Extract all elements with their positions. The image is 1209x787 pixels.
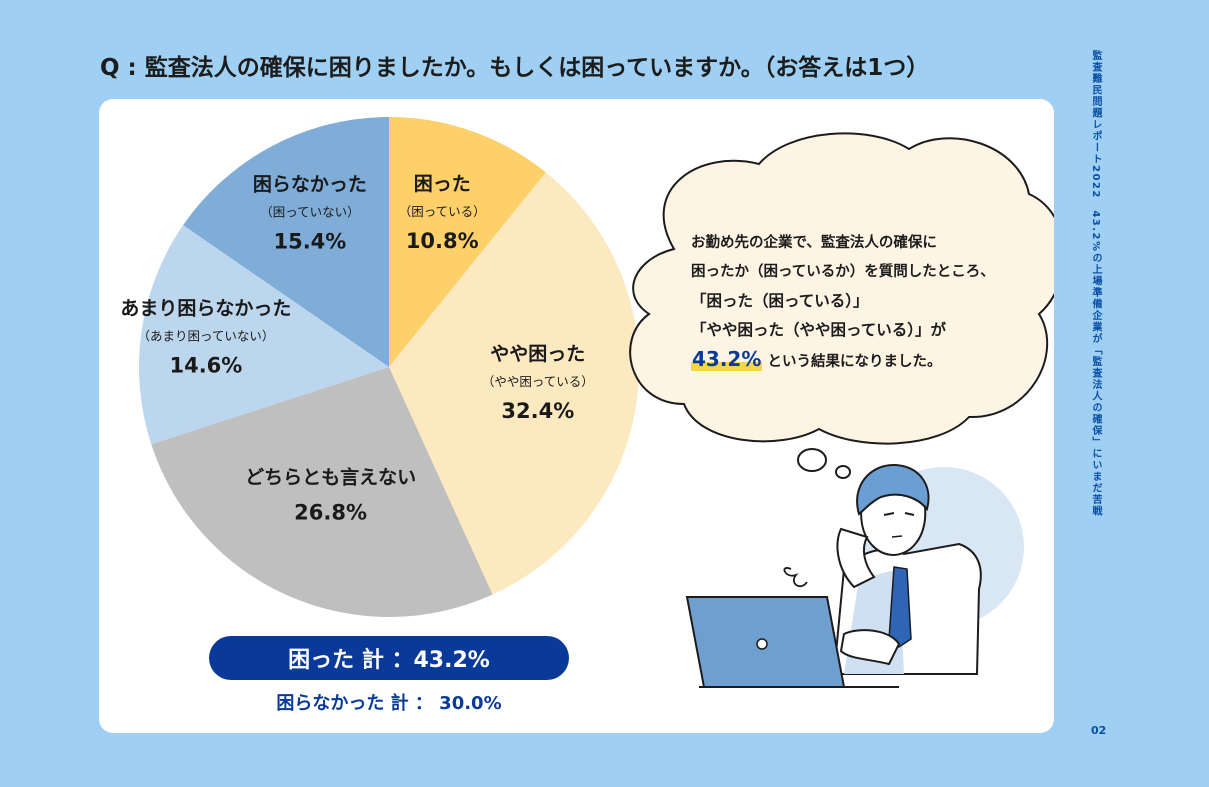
bubble-text: お勤め先の企業で、監査法人の確保に 困ったか（困っているか）を質問したところ、 …: [691, 229, 1051, 377]
thought-dot-large: [797, 448, 827, 472]
slice-sub-not-very-troubled: （あまり困っていない）: [137, 328, 274, 343]
slice-name-not-troubled: 困らなかった: [253, 174, 367, 196]
bubble-line-4: 「やや困った（やや困っている）」が: [691, 321, 946, 339]
slice-sub-somewhat-troubled: （やや困っている）: [482, 374, 594, 389]
bubble-highlight-percent: 43.2%: [691, 347, 763, 371]
bubble-line-5: 43.2% という結果になりました。: [691, 345, 1051, 377]
bubble-line-3: 「困った（困っている）」: [691, 292, 869, 310]
total-not-troubled-text: 困らなかった 計 ： 30.0%: [276, 693, 502, 714]
chart-card: 困った （困っている） 10.8% やや困った （やや困っている） 32.4% どちらとも言…: [99, 99, 1054, 733]
thought-dot-small: [835, 465, 851, 479]
pie-slice-somewhat-troubled: [389, 172, 639, 595]
slice-name-neutral: どちらとも言えない: [245, 466, 416, 489]
slice-percent-not-very-troubled: 14.6%: [169, 353, 242, 377]
slice-percent-neutral: 26.8%: [294, 501, 367, 525]
pie-slice-not-very-troubled: [139, 225, 389, 445]
pie-chart: 困った （困っている） 10.8% やや困った （やや困っている） 32.4% どちらとも言…: [120, 117, 639, 617]
slice-percent-somewhat-troubled: 32.4%: [501, 399, 574, 423]
bubble-line-2: 困ったか（困っているか）を質問したところ、: [691, 264, 995, 280]
total-troubled-badge: 困った 計 ：43.2%: [209, 636, 569, 680]
report-side-title: 監査難民問題レポート2022 43.2%の上場準備企業が「監査法人の確保」にいま…: [1090, 50, 1101, 518]
slice-percent-not-troubled: 15.4%: [273, 230, 346, 254]
slice-name-somewhat-troubled: やや困った: [490, 343, 585, 365]
bubble-line-5-rest: という結果になりました。: [767, 354, 942, 370]
pie-slice-neutral: [151, 367, 493, 617]
illustration: [629, 132, 1054, 688]
slice-sub-not-troubled: （困っていない）: [260, 205, 359, 220]
pie-slice-troubled: [389, 117, 546, 367]
slice-name-not-very-troubled: あまり困らなかった: [120, 297, 291, 319]
question-title: Q : 監査法人の確保に困りましたか。もしくは困っていますか。（お答えは1つ）: [100, 55, 930, 81]
bubble-line-1: お勤め先の企業で、監査法人の確保に: [691, 235, 937, 251]
slice-sub-troubled: （困っている）: [399, 204, 486, 219]
slice-percent-troubled: 10.8%: [406, 229, 479, 253]
page-number: 02: [1091, 724, 1107, 737]
slice-name-troubled: 困った: [414, 173, 471, 195]
worried-man-illustration: [685, 463, 1024, 688]
pie-slice-not-troubled: [183, 117, 389, 367]
